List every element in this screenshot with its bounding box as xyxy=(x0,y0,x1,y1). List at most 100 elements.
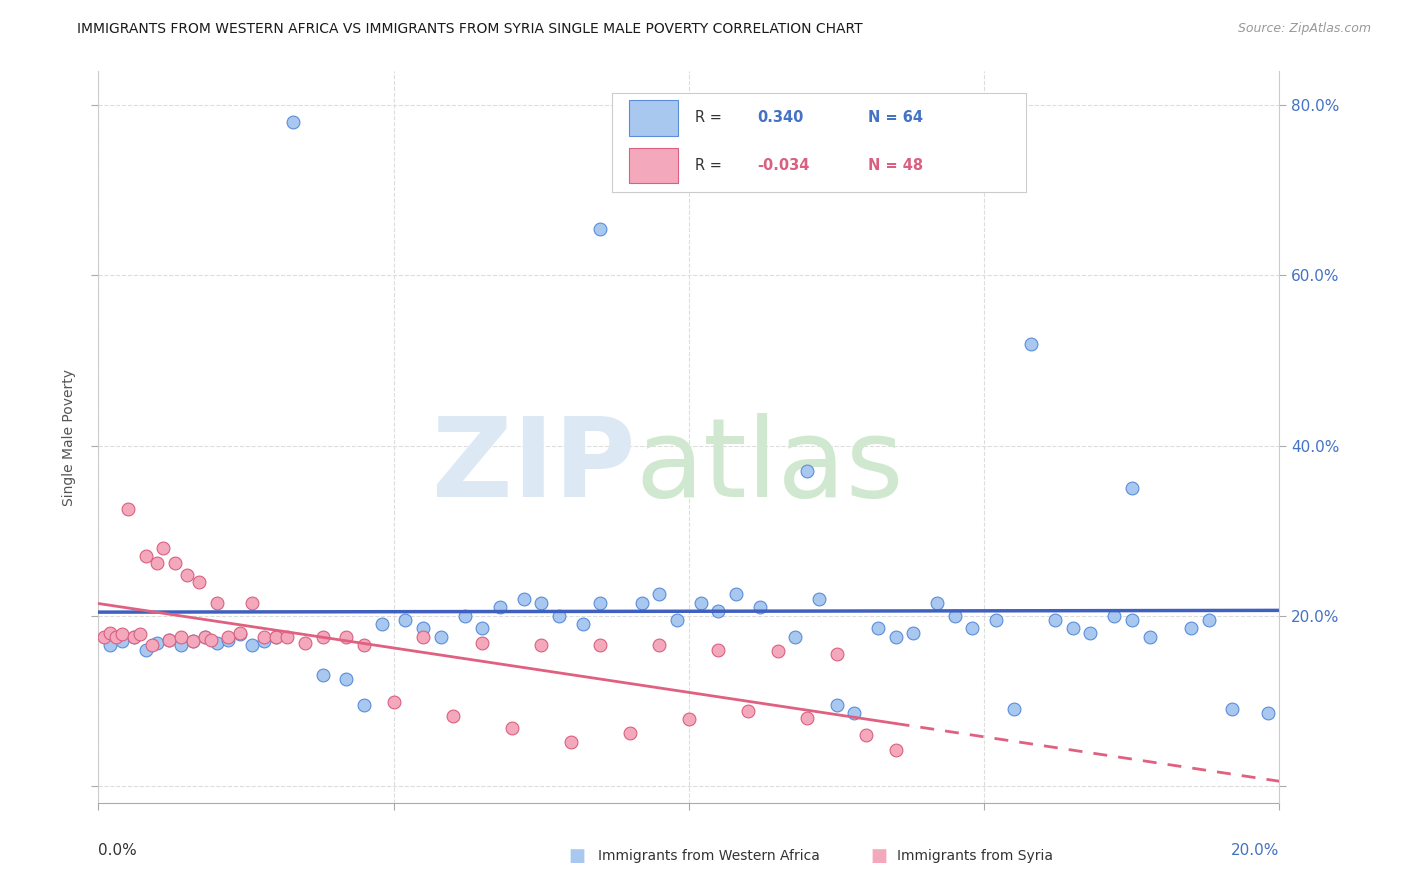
Text: IMMIGRANTS FROM WESTERN AFRICA VS IMMIGRANTS FROM SYRIA SINGLE MALE POVERTY CORR: IMMIGRANTS FROM WESTERN AFRICA VS IMMIGR… xyxy=(77,22,863,37)
Point xyxy=(181,634,204,648)
Point xyxy=(707,604,730,618)
Point xyxy=(264,630,287,644)
Point xyxy=(530,639,553,653)
Point xyxy=(187,574,209,589)
Point xyxy=(152,541,174,555)
Point xyxy=(412,630,434,644)
Point xyxy=(737,704,759,718)
Point xyxy=(229,627,252,641)
Point xyxy=(165,556,187,570)
Point xyxy=(146,636,169,650)
Point xyxy=(1121,481,1143,495)
Text: atlas: atlas xyxy=(636,413,904,520)
Point xyxy=(122,630,145,644)
Point xyxy=(1002,702,1025,716)
Point xyxy=(825,698,848,712)
Point xyxy=(1257,706,1279,721)
Point xyxy=(200,632,222,647)
Point xyxy=(1021,336,1043,351)
Point xyxy=(571,617,593,632)
Point xyxy=(135,549,157,563)
Point xyxy=(412,622,434,636)
Point xyxy=(335,630,357,644)
Point xyxy=(1062,622,1084,636)
Point xyxy=(678,713,700,727)
Point xyxy=(1220,702,1243,716)
Point xyxy=(353,698,375,712)
Point xyxy=(471,636,494,650)
Point xyxy=(855,728,877,742)
Point xyxy=(240,639,263,653)
Point xyxy=(1080,625,1102,640)
Point xyxy=(844,706,866,721)
Point xyxy=(135,642,157,657)
Point xyxy=(141,639,163,653)
Point xyxy=(560,734,582,748)
Point xyxy=(176,567,198,582)
Point xyxy=(276,630,298,644)
Point xyxy=(943,608,966,623)
Point xyxy=(240,596,263,610)
Point xyxy=(382,695,405,709)
Point xyxy=(217,630,239,644)
Point xyxy=(117,502,139,516)
Point xyxy=(903,625,925,640)
Point xyxy=(146,556,169,570)
Point xyxy=(748,600,770,615)
Point xyxy=(283,115,305,129)
Point xyxy=(312,630,335,644)
Point xyxy=(648,587,671,601)
Point xyxy=(217,632,239,647)
Point xyxy=(884,743,907,757)
Text: ZIP: ZIP xyxy=(433,413,636,520)
Point xyxy=(796,711,818,725)
Point xyxy=(205,636,228,650)
Point xyxy=(1102,608,1125,623)
Point xyxy=(229,625,252,640)
Point xyxy=(353,639,375,653)
Point xyxy=(441,709,464,723)
Point xyxy=(1198,613,1220,627)
Point xyxy=(105,630,128,644)
Point xyxy=(548,608,571,623)
Text: Immigrants from Western Africa: Immigrants from Western Africa xyxy=(598,849,820,863)
Point xyxy=(157,632,180,647)
Point xyxy=(312,668,335,682)
Text: Immigrants from Syria: Immigrants from Syria xyxy=(897,849,1053,863)
Point xyxy=(689,596,711,610)
Point xyxy=(501,721,523,735)
Point xyxy=(884,630,907,644)
Point xyxy=(453,608,475,623)
Point xyxy=(648,639,671,653)
Point xyxy=(294,636,316,650)
Point xyxy=(122,630,145,644)
Point xyxy=(1139,630,1161,644)
Point xyxy=(111,634,134,648)
Point xyxy=(335,673,357,687)
Text: ■: ■ xyxy=(568,847,585,865)
Point xyxy=(725,587,748,601)
Point xyxy=(98,639,121,653)
Point xyxy=(796,464,818,478)
Point xyxy=(170,630,193,644)
Point xyxy=(589,596,612,610)
Point xyxy=(707,642,730,657)
Point xyxy=(666,613,689,627)
Point xyxy=(253,634,276,648)
Point xyxy=(925,596,948,610)
Point xyxy=(785,630,807,644)
Point xyxy=(984,613,1007,627)
Point xyxy=(962,622,984,636)
Text: Source: ZipAtlas.com: Source: ZipAtlas.com xyxy=(1237,22,1371,36)
Text: 20.0%: 20.0% xyxy=(1232,843,1279,858)
Point xyxy=(157,632,180,647)
Text: 0.0%: 0.0% xyxy=(98,843,138,858)
Point xyxy=(170,639,193,653)
Y-axis label: Single Male Poverty: Single Male Poverty xyxy=(62,368,76,506)
Point xyxy=(253,630,276,644)
Point xyxy=(264,630,287,644)
Point xyxy=(430,630,453,644)
Point xyxy=(512,591,534,606)
Point xyxy=(98,625,121,640)
Point xyxy=(93,630,115,644)
